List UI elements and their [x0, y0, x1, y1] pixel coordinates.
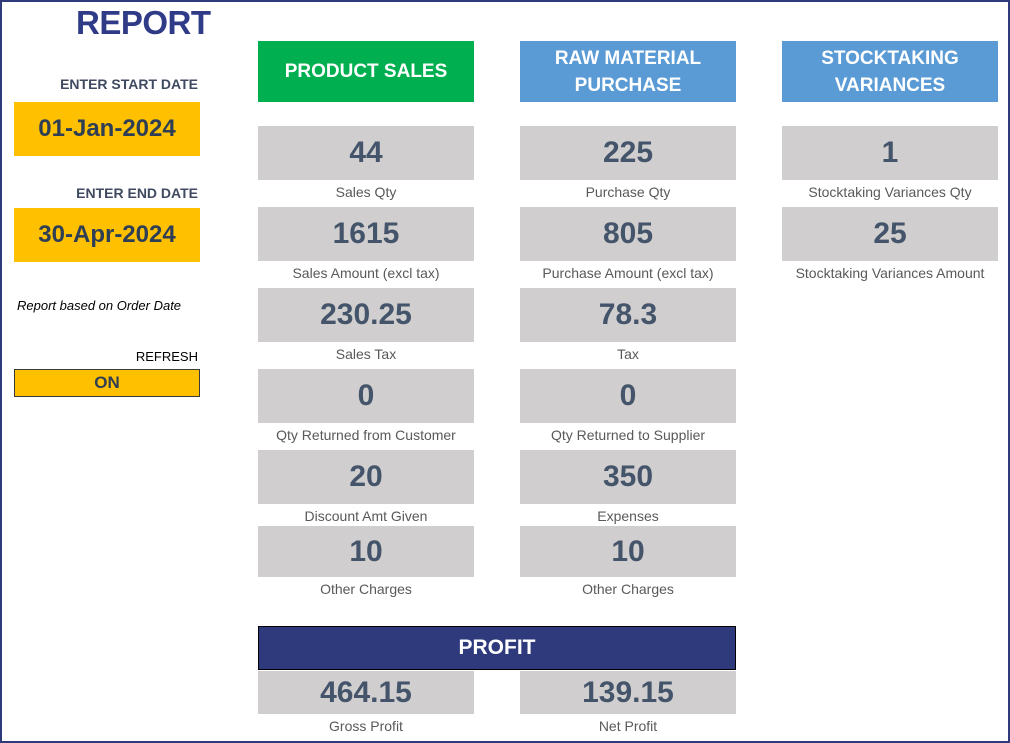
product-sales-header: PRODUCT SALES: [258, 41, 474, 102]
profit-header: PROFIT: [258, 626, 736, 670]
purchase-amount-label: Purchase Amount (excl tax): [542, 265, 714, 281]
stocktaking-amount-label: Stocktaking Variances Amount: [795, 265, 985, 281]
net-profit-label: Net Profit: [598, 718, 658, 734]
sales-qty-label: Sales Qty: [335, 184, 397, 200]
sales-other-charges-label: Other Charges: [320, 581, 412, 597]
refresh-toggle[interactable]: ON: [14, 369, 200, 397]
start-date-input[interactable]: 01-Jan-2024: [14, 102, 200, 156]
stocktaking-qty-label: Stocktaking Variances Qty: [808, 184, 972, 200]
qty-returned-customer-value: 0: [258, 369, 474, 423]
purchase-qty-value: 225: [520, 126, 736, 180]
sales-tax-label: Sales Tax: [335, 346, 397, 362]
end-date-input[interactable]: 30-Apr-2024: [14, 208, 200, 262]
sales-amount-label: Sales Amount (excl tax): [292, 265, 440, 281]
purchase-qty-label: Purchase Qty: [585, 184, 671, 200]
qty-returned-supplier-value: 0: [520, 369, 736, 423]
discount-given-value: 20: [258, 450, 474, 504]
purchase-tax-value: 78.3: [520, 288, 736, 342]
stocktaking-amount-value: 25: [782, 207, 998, 261]
sales-tax-value: 230.25: [258, 288, 474, 342]
discount-given-label: Discount Amt Given: [304, 508, 428, 524]
refresh-label: REFRESH: [135, 349, 198, 364]
report-basis-note: Report based on Order Date: [17, 298, 182, 313]
expenses-label: Expenses: [597, 508, 659, 524]
qty-returned-supplier-label: Qty Returned to Supplier: [550, 427, 706, 443]
start-date-label: ENTER START DATE: [60, 76, 198, 92]
sales-amount-value: 1615: [258, 207, 474, 261]
purchase-other-charges-value: 10: [520, 526, 736, 577]
net-profit-value: 139.15: [520, 671, 736, 714]
end-date-label: ENTER END DATE: [76, 185, 198, 201]
gross-profit-label: Gross Profit: [329, 718, 403, 734]
stocktaking-variances-header: STOCKTAKING VARIANCES: [782, 41, 998, 102]
qty-returned-customer-label: Qty Returned from Customer: [276, 427, 456, 443]
purchase-tax-label: Tax: [617, 346, 639, 362]
purchase-other-charges-label: Other Charges: [582, 581, 674, 597]
expenses-value: 350: [520, 450, 736, 504]
page-title: REPORT: [76, 4, 211, 41]
purchase-amount-value: 805: [520, 207, 736, 261]
raw-material-purchase-header: RAW MATERIAL PURCHASE: [520, 41, 736, 102]
sales-other-charges-value: 10: [258, 526, 474, 577]
gross-profit-value: 464.15: [258, 671, 474, 714]
sales-qty-value: 44: [258, 126, 474, 180]
stocktaking-qty-value: 1: [782, 126, 998, 180]
